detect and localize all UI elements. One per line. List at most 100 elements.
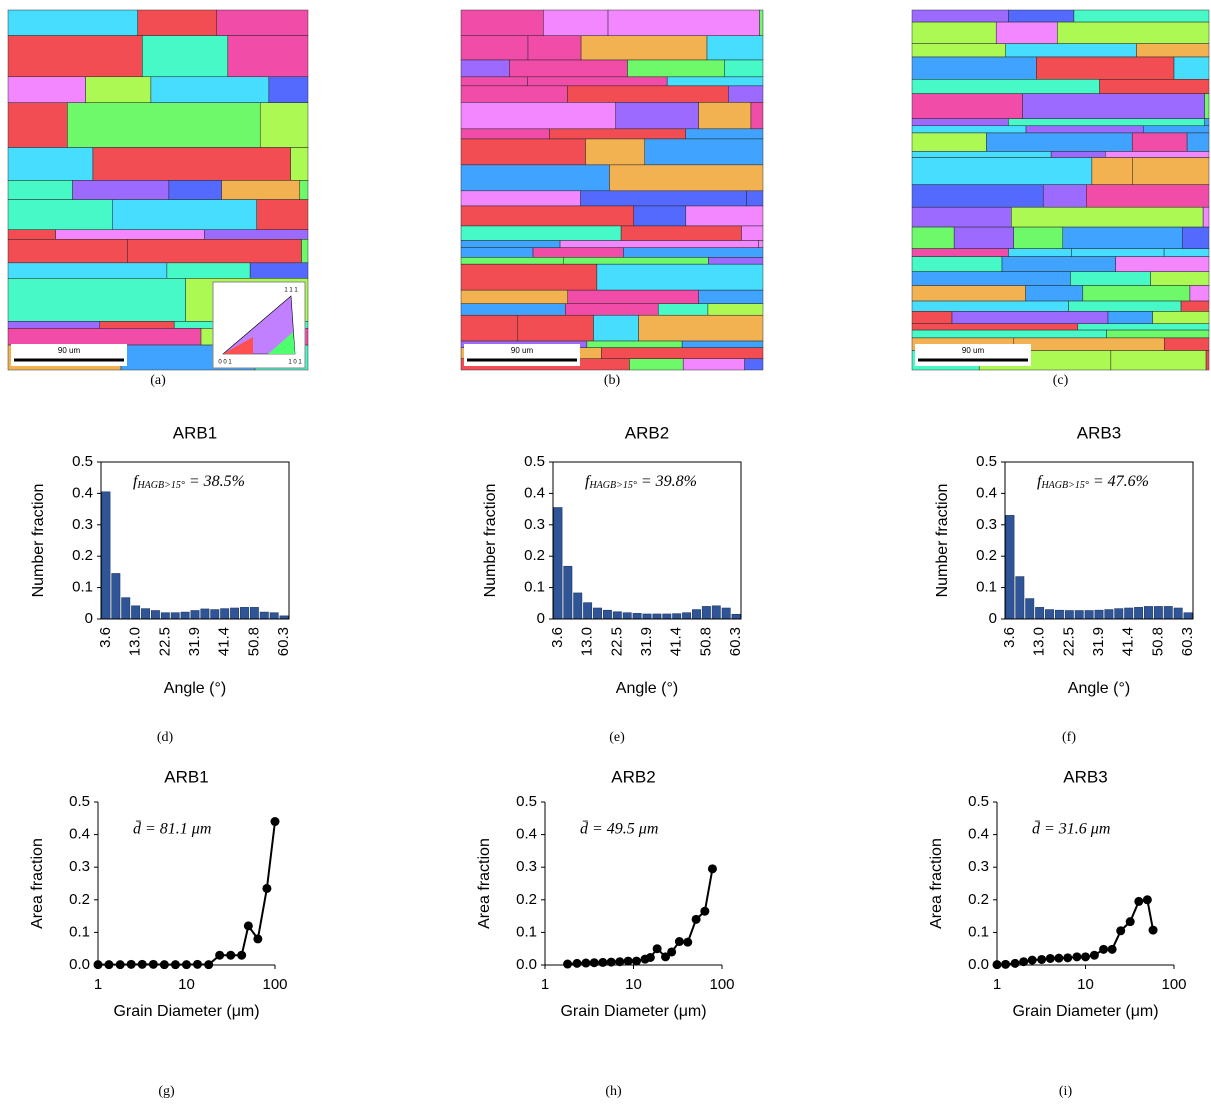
data-point <box>691 914 701 924</box>
y-tick-label: 0.5 <box>968 793 989 810</box>
bar <box>269 612 279 620</box>
grain <box>1164 337 1210 351</box>
data-line <box>98 821 276 966</box>
grain <box>911 311 953 324</box>
grain <box>1136 43 1210 58</box>
y-tick-label: 0.3 <box>69 858 90 875</box>
data-point <box>707 864 717 874</box>
y-tick-label: 0.2 <box>968 891 989 908</box>
ipf-label: 1 1 1 <box>284 288 298 294</box>
bar <box>672 613 682 620</box>
y-tick-label: 0.3 <box>524 516 545 533</box>
data-point <box>667 947 677 957</box>
annotation-text: = 38.5% <box>185 473 245 490</box>
grain <box>911 21 997 44</box>
grain <box>460 164 610 192</box>
grain <box>698 289 764 304</box>
x-tick-label: 100 <box>1161 976 1186 993</box>
grain <box>1204 93 1210 119</box>
bar <box>1134 607 1144 620</box>
y-tick-label: 0.1 <box>69 923 90 940</box>
grain <box>227 35 309 78</box>
grain <box>150 76 270 103</box>
grain <box>460 128 550 140</box>
grain <box>7 102 68 148</box>
grain <box>620 225 742 241</box>
grain <box>586 340 683 348</box>
data-point <box>1116 926 1126 936</box>
grain <box>562 257 709 265</box>
grain <box>995 21 1058 44</box>
grain <box>1025 285 1084 302</box>
plot-frame <box>100 461 290 620</box>
x-tick-label: 13.0 <box>127 627 144 656</box>
grain <box>301 239 309 264</box>
data-point <box>1037 954 1047 964</box>
chart-title: ARB1 <box>173 423 217 442</box>
bar <box>1045 609 1054 620</box>
grain <box>657 303 709 316</box>
grain <box>1204 118 1210 127</box>
y-tick-label: 0.5 <box>69 793 90 810</box>
y-tick-label: 0.5 <box>72 453 93 470</box>
scale-bar-label: 90 um <box>962 346 985 355</box>
grain <box>1013 337 1165 351</box>
grain <box>7 321 101 329</box>
grain <box>627 59 725 78</box>
x-tick-label: 60.3 <box>1179 627 1196 656</box>
x-tick-label: 22.5 <box>608 627 625 656</box>
bar <box>141 608 150 620</box>
grain <box>1025 125 1144 134</box>
grain <box>460 314 519 342</box>
grain <box>532 247 624 258</box>
annotation-text: = 47.6% <box>1089 473 1149 490</box>
data-point <box>589 958 599 968</box>
grain <box>707 303 764 316</box>
grain <box>168 180 222 200</box>
grain <box>1163 248 1210 257</box>
bar <box>652 613 662 620</box>
grain <box>1005 43 1137 58</box>
ipf-triangle <box>222 295 296 355</box>
grain <box>112 199 257 230</box>
x-axis-label: Grain Diameter (μm) <box>1012 1003 1158 1020</box>
y-tick-label: 0.4 <box>524 484 545 501</box>
data-point <box>631 956 641 966</box>
bar <box>1173 607 1183 620</box>
data-point <box>148 959 158 969</box>
grain <box>221 180 301 200</box>
grain <box>460 257 564 265</box>
x-tick-label: 3.6 <box>549 627 566 648</box>
data-point <box>1142 895 1152 905</box>
data-point <box>645 953 655 963</box>
x-tick-label: 10 <box>625 976 642 993</box>
grain <box>55 229 205 240</box>
grain <box>911 271 1071 286</box>
grain <box>638 314 764 342</box>
bar <box>692 609 701 620</box>
grain <box>460 205 634 227</box>
bar <box>682 612 692 620</box>
grain <box>911 151 1052 158</box>
panel-caption: (b) <box>604 373 621 388</box>
grain <box>1008 118 1205 127</box>
data-point <box>652 944 662 954</box>
data-point <box>170 960 180 970</box>
bar <box>1015 576 1025 620</box>
x-axis-label: Grain Diameter (μm) <box>113 1003 259 1020</box>
y-tick-label: 0.4 <box>69 826 90 843</box>
y-tick-label: 0.5 <box>516 793 537 810</box>
grain <box>92 147 291 181</box>
grain <box>99 321 175 329</box>
grain <box>290 147 309 181</box>
data-point <box>192 959 202 969</box>
grain <box>7 147 94 181</box>
grain <box>1042 184 1087 208</box>
x-tick-label: 31.9 <box>638 627 655 656</box>
grain <box>911 300 1069 312</box>
x-tick-label: 31.9 <box>186 627 203 656</box>
bar <box>131 605 141 620</box>
grain <box>1115 256 1210 272</box>
grain <box>1099 79 1210 94</box>
grain <box>7 76 86 103</box>
